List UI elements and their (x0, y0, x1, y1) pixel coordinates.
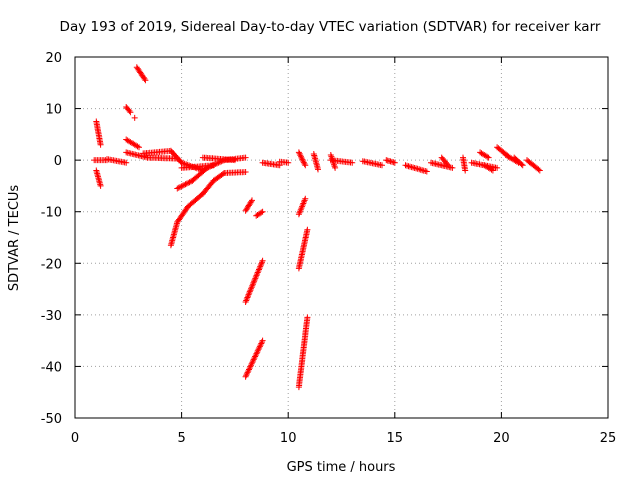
data-point-markers (477, 149, 492, 161)
data-series-segment (402, 162, 430, 175)
data-point-markers (133, 64, 149, 84)
data-series-segment (242, 197, 255, 214)
y-tick-label: -50 (41, 412, 62, 427)
x-tick-label: 10 (280, 431, 297, 446)
data-series-segment (428, 159, 456, 171)
x-tick-label: 5 (177, 431, 185, 446)
data-point-markers (123, 136, 142, 151)
data-series-segment (123, 136, 142, 151)
axis-ticks: 0 5 10 15 20 25 20 10 0 -10 -20 -30 -40 -50 (41, 51, 617, 446)
data-points (91, 64, 543, 391)
data-series-segment (104, 156, 130, 166)
data-point-markers (295, 149, 309, 169)
data-point-markers (242, 337, 266, 380)
data-point-markers (524, 157, 543, 174)
data-point-markers (178, 162, 217, 171)
data-series-segment (242, 257, 266, 305)
data-series-segment (460, 154, 469, 174)
data-point-markers (295, 226, 311, 272)
data-point-markers (402, 162, 430, 175)
data-point-markers (221, 169, 249, 176)
data-series-segment (199, 177, 217, 197)
data-point-markers (131, 114, 138, 121)
y-tick-label: 20 (45, 51, 62, 66)
data-series-segment (174, 203, 191, 225)
data-series-segment (524, 157, 543, 174)
data-point-markers (428, 159, 456, 171)
data-point-markers (185, 190, 206, 210)
data-point-markers (276, 158, 292, 166)
x-tick-label: 0 (71, 431, 79, 446)
data-series-segment (295, 195, 309, 218)
data-point-markers (511, 154, 526, 169)
x-tick-label: 25 (600, 431, 617, 446)
data-point-markers (93, 118, 104, 148)
data-series-segment (93, 118, 104, 148)
data-point-markers (359, 158, 385, 169)
data-series-segment (131, 114, 138, 121)
data-series-segment (221, 169, 249, 176)
data-point-markers (295, 195, 309, 218)
data-point-markers (327, 157, 356, 166)
data-series-segment (185, 190, 206, 210)
data-series-segment (359, 158, 385, 169)
data-point-markers (460, 154, 469, 174)
data-series-segment (511, 154, 526, 169)
data-series-segment (295, 149, 309, 169)
data-series-segment (481, 162, 496, 174)
data-point-markers (481, 162, 496, 174)
x-tick-label: 20 (493, 431, 510, 446)
x-tick-label: 15 (387, 431, 404, 446)
data-point-markers (383, 157, 398, 166)
x-axis-label: GPS time / hours (287, 460, 396, 475)
data-series-segment (383, 157, 398, 166)
data-series-segment (259, 159, 283, 169)
data-series-segment (178, 162, 217, 171)
data-point-markers (438, 154, 452, 169)
plot-frame (74, 56, 609, 419)
data-series-segment (133, 64, 149, 84)
y-tick-label: 0 (54, 154, 62, 169)
data-series-segment (189, 164, 211, 184)
data-series-segment (276, 158, 292, 166)
data-series-segment (253, 208, 266, 219)
y-axis-label: SDTVAR / TECUs (7, 185, 22, 292)
data-series-segment (295, 314, 311, 391)
data-point-markers (242, 257, 266, 305)
data-point-markers (242, 197, 255, 214)
data-series-segment (144, 154, 181, 162)
data-point-markers (253, 208, 266, 219)
data-series-segment (123, 104, 134, 116)
data-series-segment (310, 151, 321, 173)
y-tick-label: -30 (41, 309, 62, 324)
data-series-segment (199, 154, 238, 164)
data-point-markers (93, 167, 104, 189)
data-point-markers (295, 314, 311, 391)
chart-title: Day 193 of 2019, Sidereal Day-to-day VTE… (60, 19, 601, 35)
data-point-markers (104, 156, 130, 166)
data-point-markers (189, 164, 211, 184)
data-series-segment (438, 154, 452, 169)
y-tick-label: 10 (45, 103, 62, 118)
y-tick-label: -40 (41, 360, 62, 375)
data-series-segment (295, 226, 311, 272)
data-point-markers (259, 159, 283, 169)
data-point-markers (144, 154, 181, 162)
data-point-markers (174, 203, 191, 225)
data-point-markers (199, 177, 217, 197)
data-series-segment (327, 157, 356, 166)
data-point-markers (123, 104, 134, 116)
data-series-segment (93, 167, 104, 189)
y-tick-label: -10 (41, 206, 62, 221)
data-point-markers (199, 154, 238, 164)
data-point-markers (174, 177, 196, 192)
data-point-markers (310, 151, 321, 173)
grid (75, 57, 608, 418)
data-series-segment (174, 177, 196, 192)
data-series-segment (242, 337, 266, 380)
data-series-segment (477, 149, 492, 161)
y-tick-label: -20 (41, 257, 62, 272)
